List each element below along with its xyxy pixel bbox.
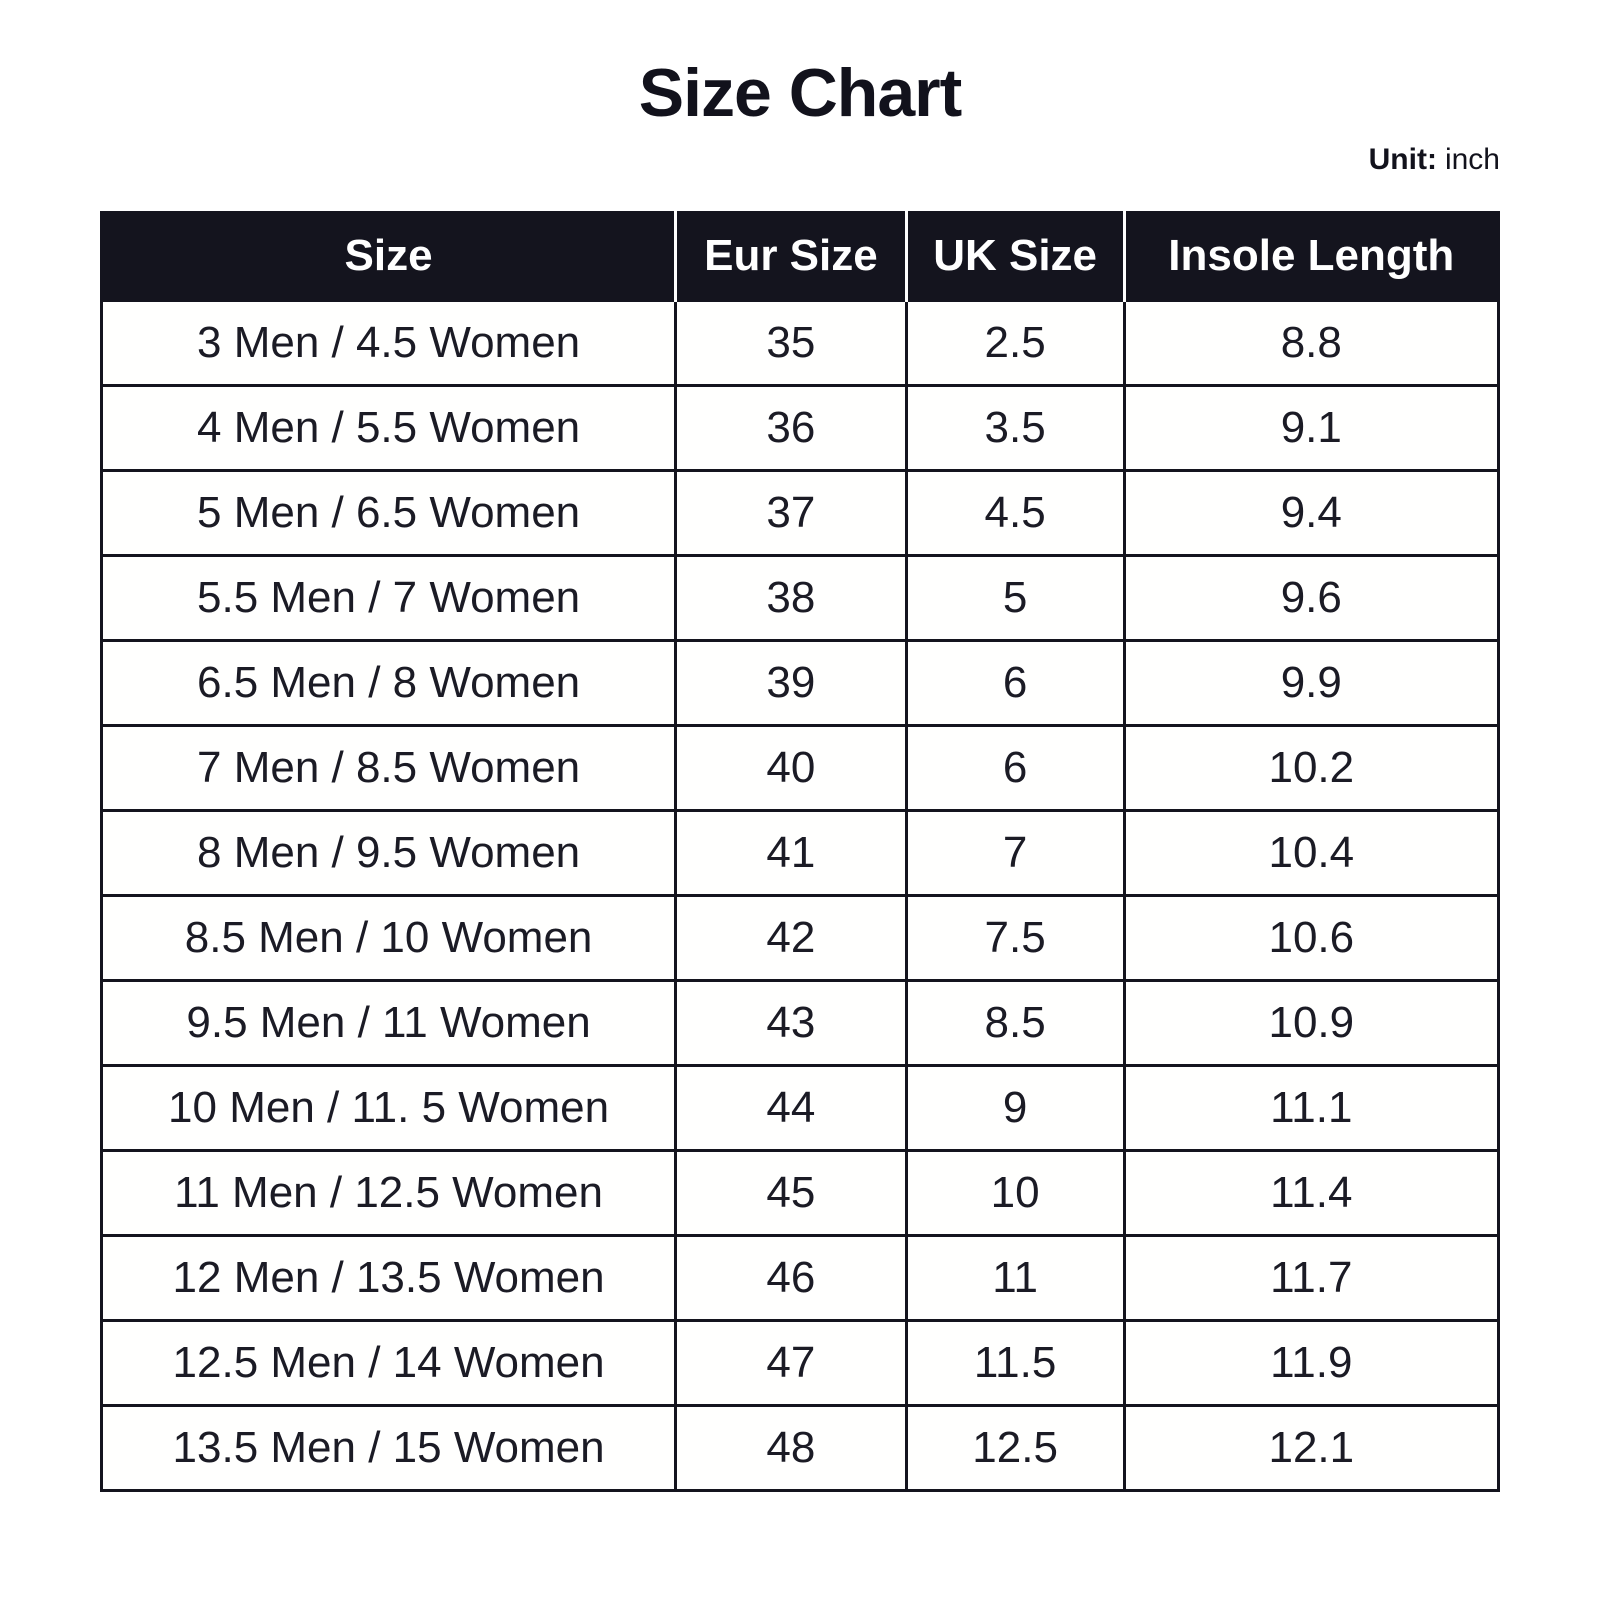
table-row: 5 Men / 6.5 Women 37 4.5 9.4	[99, 468, 1501, 557]
cell-insole-length: 11.1	[1122, 1063, 1501, 1152]
cell-size: 10 Men / 11. 5 Women	[99, 1063, 678, 1152]
cell-size: 12.5 Men / 14 Women	[99, 1318, 678, 1407]
cell-eur-size: 38	[674, 553, 908, 642]
table-row: 8.5 Men / 10 Women 42 7.5 10.6	[99, 893, 1501, 982]
table-row: 10 Men / 11. 5 Women 44 9 11.1	[99, 1063, 1501, 1152]
unit-value: inch	[1444, 142, 1500, 176]
cell-insole-length: 9.9	[1122, 638, 1501, 727]
header-cell-insole-length: Insole Length	[1124, 212, 1501, 301]
cell-uk-size: 3.5	[904, 383, 1126, 472]
cell-insole-length: 11.7	[1122, 1233, 1501, 1322]
cell-size: 8 Men / 9.5 Women	[99, 808, 678, 897]
cell-insole-length: 9.4	[1122, 468, 1501, 557]
header-cell-eur-size: Eur Size	[675, 212, 908, 301]
cell-eur-size: 44	[674, 1063, 908, 1152]
cell-insole-length: 10.2	[1122, 723, 1501, 812]
cell-insole-length: 11.4	[1122, 1148, 1501, 1237]
cell-uk-size: 2.5	[904, 298, 1126, 387]
header-cell-uk-size: UK Size	[906, 212, 1126, 301]
size-chart-table: Size Eur Size UK Size Insole Length 3 Me…	[99, 210, 1501, 1492]
unit-note: Unit: inch	[100, 143, 1500, 177]
cell-insole-length: 8.8	[1122, 298, 1501, 387]
cell-insole-length: 10.9	[1122, 978, 1501, 1067]
table-row: 12 Men / 13.5 Women 46 11 11.7	[99, 1233, 1501, 1322]
cell-size: 13.5 Men / 15 Women	[99, 1403, 678, 1492]
cell-eur-size: 46	[674, 1233, 908, 1322]
cell-size: 11 Men / 12.5 Women	[99, 1148, 678, 1237]
table-row: 12.5 Men / 14 Women 47 11.5 11.9	[99, 1318, 1501, 1407]
unit-label: Unit:	[1368, 142, 1437, 176]
cell-size: 7 Men / 8.5 Women	[99, 723, 678, 812]
cell-uk-size: 6	[904, 638, 1126, 727]
cell-uk-size: 9	[904, 1063, 1126, 1152]
table-row: 6.5 Men / 8 Women 39 6 9.9	[99, 638, 1501, 727]
cell-uk-size: 7	[904, 808, 1126, 897]
cell-insole-length: 10.4	[1122, 808, 1501, 897]
cell-size: 8.5 Men / 10 Women	[99, 893, 678, 982]
cell-eur-size: 47	[674, 1318, 908, 1407]
table-row: 8 Men / 9.5 Women 41 7 10.4	[99, 808, 1501, 897]
cell-uk-size: 7.5	[904, 893, 1126, 982]
cell-insole-length: 10.6	[1122, 893, 1501, 982]
cell-eur-size: 41	[674, 808, 908, 897]
cell-uk-size: 10	[904, 1148, 1126, 1237]
cell-uk-size: 11.5	[904, 1318, 1126, 1407]
size-chart-page: Size Chart Unit: inch Size Eur Size UK Si…	[99, 55, 1501, 1492]
page-title: Size Chart	[638, 55, 963, 131]
cell-size: 3 Men / 4.5 Women	[99, 298, 678, 387]
cell-uk-size: 4.5	[904, 468, 1126, 557]
cell-insole-length: 12.1	[1122, 1403, 1501, 1492]
cell-size: 12 Men / 13.5 Women	[99, 1233, 678, 1322]
table-row: 13.5 Men / 15 Women 48 12.5 12.1	[99, 1403, 1501, 1492]
cell-size: 5.5 Men / 7 Women	[99, 553, 678, 642]
cell-insole-length: 9.1	[1122, 383, 1501, 472]
cell-size: 6.5 Men / 8 Women	[99, 638, 678, 727]
table-header-row: Size Eur Size UK Size Insole Length	[101, 212, 1501, 301]
table-row: 11 Men / 12.5 Women 45 10 11.4	[99, 1148, 1501, 1237]
cell-size: 5 Men / 6.5 Women	[99, 468, 678, 557]
cell-eur-size: 35	[674, 298, 908, 387]
table-row: 3 Men / 4.5 Women 35 2.5 8.8	[99, 298, 1501, 387]
cell-eur-size: 40	[674, 723, 908, 812]
cell-uk-size: 8.5	[904, 978, 1126, 1067]
cell-insole-length: 11.9	[1122, 1318, 1501, 1407]
cell-uk-size: 6	[904, 723, 1126, 812]
table-row: 5.5 Men / 7 Women 38 5 9.6	[99, 553, 1501, 642]
cell-uk-size: 12.5	[904, 1403, 1126, 1492]
cell-eur-size: 42	[674, 893, 908, 982]
cell-eur-size: 48	[674, 1403, 908, 1492]
header-cell-size: Size	[101, 212, 678, 301]
cell-eur-size: 43	[674, 978, 908, 1067]
table-row: 9.5 Men / 11 Women 43 8.5 10.9	[99, 978, 1501, 1067]
cell-uk-size: 11	[904, 1233, 1126, 1322]
cell-size: 9.5 Men / 11 Women	[99, 978, 678, 1067]
cell-eur-size: 45	[674, 1148, 908, 1237]
cell-uk-size: 5	[904, 553, 1126, 642]
cell-eur-size: 39	[674, 638, 908, 727]
cell-eur-size: 36	[674, 383, 908, 472]
cell-eur-size: 37	[674, 468, 908, 557]
table-row: 4 Men / 5.5 Women 36 3.5 9.1	[99, 383, 1501, 472]
cell-insole-length: 9.6	[1122, 553, 1501, 642]
table-row: 7 Men / 8.5 Women 40 6 10.2	[99, 723, 1501, 812]
cell-size: 4 Men / 5.5 Women	[99, 383, 678, 472]
